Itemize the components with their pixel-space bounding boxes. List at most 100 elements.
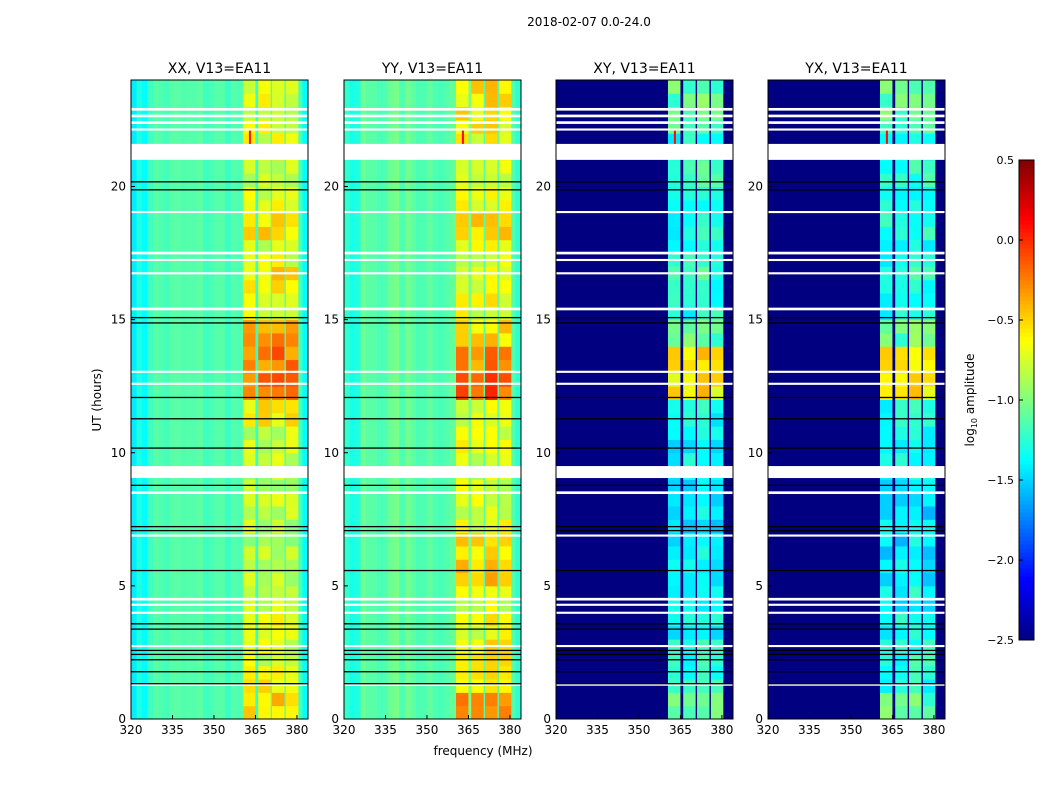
heatmap-cell <box>683 226 696 241</box>
heatmap-cell <box>909 492 922 507</box>
heatmap-cell <box>498 585 512 600</box>
heatmap-cell <box>909 679 922 693</box>
colorbar-segment <box>1019 296 1034 301</box>
flagged-row <box>768 107 945 111</box>
y-tick-label: 10 <box>324 446 339 460</box>
colorbar-segment <box>1019 548 1034 553</box>
y-tick-label: 5 <box>331 579 339 593</box>
heatmap-cell <box>272 332 285 347</box>
flagged-row <box>768 258 945 262</box>
heatmap-cell <box>683 426 696 440</box>
heatmap-cell <box>485 319 498 334</box>
heatmap-cell <box>377 80 384 719</box>
heatmap-cell <box>272 506 285 520</box>
heatmap-cell <box>697 359 710 374</box>
flagged-row <box>344 534 521 537</box>
colorbar-segment <box>1019 488 1034 493</box>
flagged-row <box>556 370 733 373</box>
heatmap-cell <box>909 186 922 201</box>
heatmap-cell <box>285 426 299 440</box>
y-tick-label: 20 <box>748 180 763 194</box>
heatmap-cell <box>710 426 724 440</box>
colorbar-segment <box>1019 596 1034 601</box>
heatmap-cell <box>909 545 922 560</box>
heatmap-cell <box>922 492 936 507</box>
heatmap-cell <box>895 399 908 414</box>
colorbar-segment <box>1019 600 1034 605</box>
heatmap-cell <box>456 80 469 94</box>
heatmap-cell <box>909 159 922 174</box>
heatmap-cell <box>880 332 893 347</box>
heatmap-cell <box>909 612 922 627</box>
flagged-row <box>344 466 521 479</box>
heatmap-cell <box>895 159 908 174</box>
heatmap-cell <box>697 332 710 347</box>
panel-xx: XX, V13=EA11 320 335 350 365 380 0 5 10 15 20 <box>111 61 309 737</box>
heatmap-cell <box>895 492 908 507</box>
heatmap-cell <box>485 452 498 467</box>
flagged-row <box>131 272 308 275</box>
heatmap-cell <box>243 186 256 201</box>
heatmap-cell <box>243 293 256 307</box>
heatmap-cell <box>895 213 908 227</box>
heatmap-cell <box>683 386 696 400</box>
colorbar-segment <box>1019 176 1034 181</box>
heatmap-cell <box>880 159 893 174</box>
heatmap-cell <box>136 80 143 719</box>
flag-line <box>768 396 945 399</box>
heatmap-cell <box>880 213 893 227</box>
colorbar-segment <box>1019 588 1034 593</box>
flag-line <box>344 396 521 399</box>
colorbar-segment <box>1019 540 1034 545</box>
heatmap-cell <box>683 439 696 454</box>
colorbar-segment <box>1019 508 1034 513</box>
heatmap-cell <box>404 80 411 719</box>
colorbar-segment <box>1019 624 1034 629</box>
flag-line <box>768 447 945 449</box>
heatmap-cell <box>922 679 936 693</box>
heatmap-cell <box>243 479 256 494</box>
heatmap-cell <box>880 199 893 214</box>
heatmap-cell <box>909 426 922 440</box>
heatmap-cell <box>456 399 469 414</box>
heatmap-cell <box>710 186 724 201</box>
heatmap-cell <box>668 545 681 560</box>
heatmap-cell <box>191 80 198 719</box>
x-tick-label: 380 <box>710 723 733 737</box>
heatmap-cell <box>272 492 285 507</box>
heatmap-cell <box>258 359 271 374</box>
heatmap-cell <box>272 239 285 254</box>
flagged-row <box>556 466 733 479</box>
heatmap-cell <box>485 665 498 680</box>
heatmap-cell <box>456 572 469 587</box>
heatmap-cell <box>697 412 710 427</box>
flag-line <box>344 683 521 685</box>
colorbar-segment <box>1019 608 1034 613</box>
heatmap-cell <box>243 452 256 467</box>
heatmap-cell <box>909 386 922 400</box>
colorbar-segment <box>1019 432 1034 437</box>
flag-line <box>131 484 308 486</box>
panel-title: XX, V13=EA11 <box>168 61 271 77</box>
colorbar-segment <box>1019 388 1034 393</box>
heatmap-cell <box>285 492 299 507</box>
heatmap-cell <box>485 692 498 707</box>
heatmap-cell <box>710 439 724 454</box>
heatmap-cell <box>710 545 724 560</box>
heatmap-cell <box>697 399 710 414</box>
heatmap-cell <box>697 506 710 520</box>
flagged-row <box>556 107 733 111</box>
heatmap-cell <box>243 559 256 574</box>
axes-frame <box>130 79 309 720</box>
flagged-row <box>344 370 521 373</box>
flag-line <box>131 418 308 420</box>
heatmap-cell <box>909 399 922 414</box>
flag-line <box>768 525 945 528</box>
heatmap-cell <box>710 692 724 707</box>
heatmap-cell <box>880 452 893 467</box>
colorbar-segment <box>1019 272 1034 277</box>
flagged-row <box>131 491 308 495</box>
heatmap-cell <box>668 426 681 440</box>
flagged-row <box>768 272 945 275</box>
heatmap-cell <box>697 545 710 560</box>
